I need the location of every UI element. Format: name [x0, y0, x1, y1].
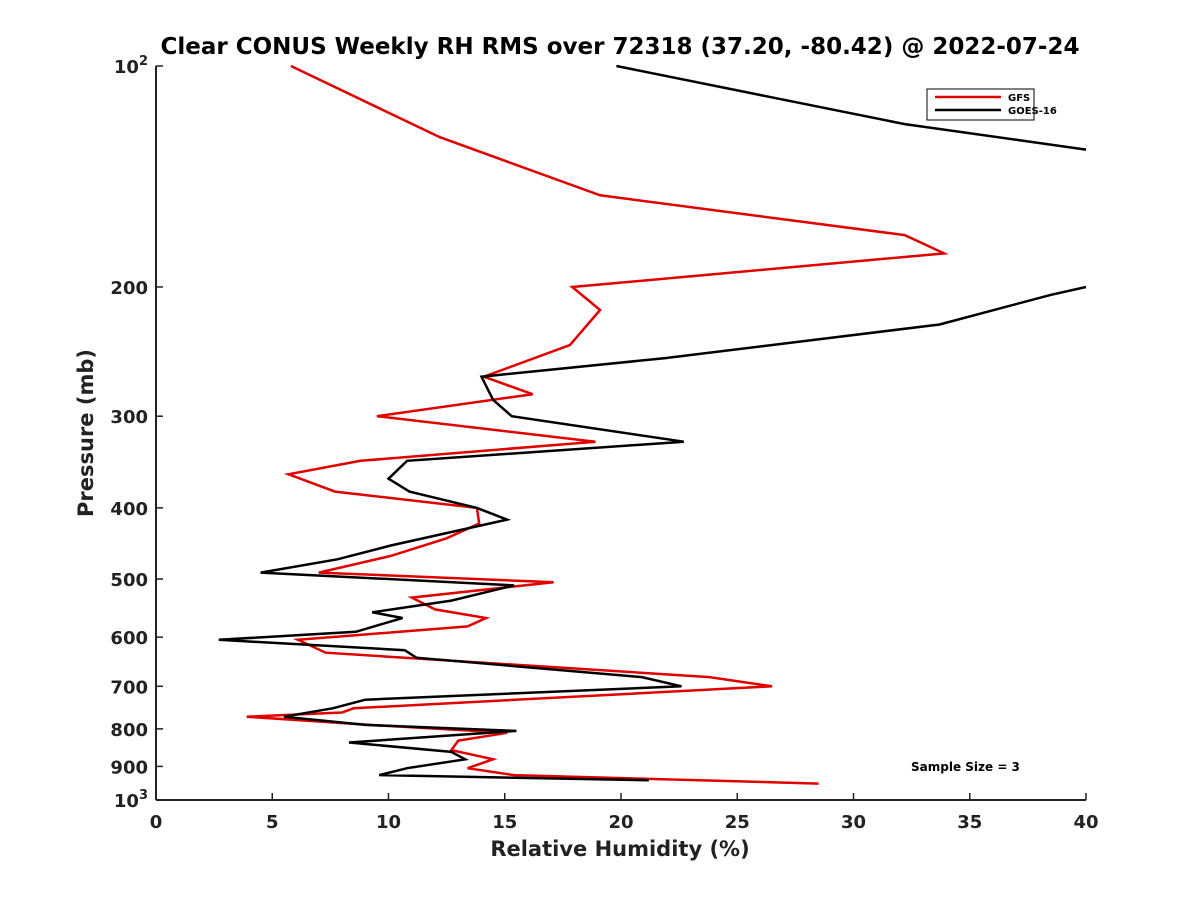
x-tick-label: 15	[492, 812, 517, 833]
plot-area: 0 5 10 15 20 25 30 35 40 10220030040050060070080…	[110, 54, 1098, 833]
y-tick-label: 900	[110, 757, 148, 778]
legend-label-gfs: GFS	[1008, 93, 1030, 104]
y-tick-label: 200	[110, 278, 148, 299]
legend-box	[926, 88, 1035, 121]
legend: GFS GOES-16	[926, 88, 1057, 121]
y-tick-label: 102	[114, 54, 148, 78]
y-tick-label-base: 10	[114, 57, 139, 78]
series-line-gfs	[246, 64, 949, 785]
x-tick-label: 20	[608, 812, 633, 833]
y-tick-label-exponent: 2	[139, 54, 148, 69]
y-tick-label: 300	[110, 407, 148, 428]
x-tick-label: 5	[266, 812, 279, 833]
y-tick-label-base: 10	[114, 791, 139, 812]
series-line-goes16	[218, 64, 1087, 782]
legend-label-goes16: GOES-16	[1008, 106, 1057, 117]
x-tick-label: 35	[957, 812, 982, 833]
x-ticks: 0 5 10 15 20 25 30 35 40	[150, 793, 1099, 833]
y-tick-label: 103	[114, 788, 148, 812]
x-tick-label: 30	[841, 812, 866, 833]
x-tick-label: 10	[376, 812, 401, 833]
x-axis-label: Relative Humidity (%)	[490, 837, 749, 861]
series-layer	[218, 64, 1087, 785]
y-tick-label: 800	[110, 720, 148, 741]
x-tick-label: 0	[150, 812, 163, 833]
y-tick-label-exponent: 3	[139, 788, 148, 803]
y-tick-label: 400	[110, 499, 148, 520]
y-tick-label: 600	[110, 628, 148, 649]
sample-size-annotation: Sample Size = 3	[911, 760, 1020, 774]
x-tick-label: 40	[1073, 812, 1098, 833]
y-tick-label: 500	[110, 570, 148, 591]
chart-title: Clear CONUS Weekly RH RMS over 72318 (37…	[161, 34, 1080, 60]
y-axis-label: Pressure (mb)	[74, 349, 98, 517]
x-tick-label: 25	[725, 812, 750, 833]
y-tick-label: 700	[110, 677, 148, 698]
